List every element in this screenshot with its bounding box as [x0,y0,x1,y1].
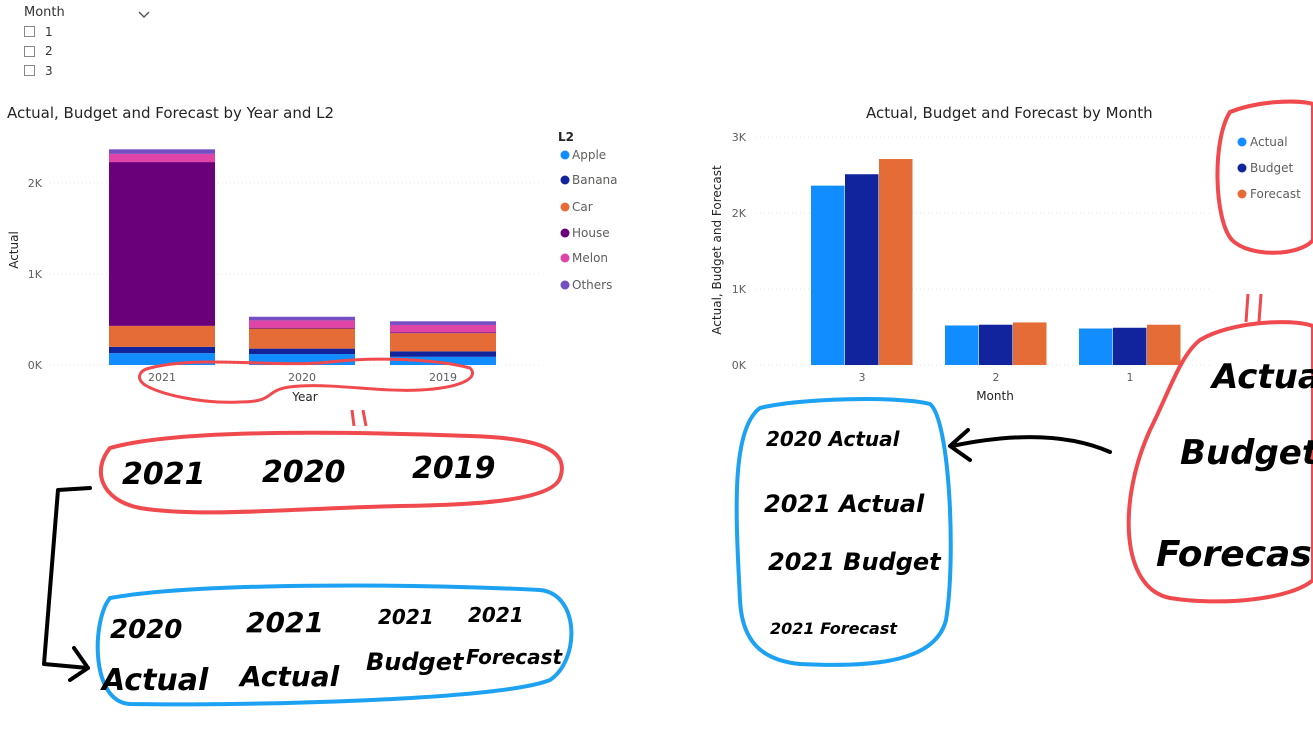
bar-segment-others [249,316,355,321]
x-tick-label: 1 [1127,371,1134,384]
hw-month-target: 2021 Budget [768,548,942,576]
bar-actual [1079,328,1113,365]
bar-segment-banana [390,351,496,357]
slicer-option-label: 1 [45,24,53,39]
bar-segment-car [390,333,496,352]
y-tick-label: 1K [732,283,747,296]
bar-budget [979,324,1013,365]
bar-segment-house [109,162,215,326]
y-tick-label: 0K [28,359,43,372]
hw-month-target: 2021 Actual [764,490,925,518]
legend-marker [560,280,570,290]
month-slicer: Month 1 2 3 [24,4,154,81]
bar-budget [1113,327,1147,365]
legend-marker [560,253,570,263]
clustered-bar-chart-by-month: 0K 1K 2K 3K Actual, Budget and Forecast 3 2 1 Mo… [710,131,1301,403]
bar-segment-melon [249,320,355,328]
legend-marker [560,202,570,212]
legend-entry: Melon [572,251,608,265]
bar-segment-others [109,149,215,154]
hw-target-year: 2021 [246,606,324,639]
slicer-option-1[interactable]: 1 [24,22,154,42]
bar-forecast [879,159,913,365]
hw-target-label: Actual [238,660,340,693]
bar-forecast [1013,322,1047,365]
slicer-option-3[interactable]: 3 [24,61,154,81]
checkbox[interactable] [24,65,35,77]
y-tick-label: 2K [732,207,747,220]
hw-target-year: 2021 [468,603,524,627]
bar-segment-melon [109,153,215,163]
hw-target-year: 2020 [110,615,182,645]
legend-entry: Apple [572,148,606,162]
slicer-title: Month [24,5,65,20]
red-circle-handwritten-years [98,430,564,515]
legend-entry: Budget [1250,161,1293,175]
bar-segment-house [249,327,355,329]
legend-entry: House [572,226,610,240]
left-chart-title: Actual, Budget and Forecast by Year and … [7,104,335,122]
hw-measure-forecast: Forecast [1156,534,1313,575]
bar-segment-melon [390,324,496,333]
legend-entry: Forecast [1250,187,1301,201]
hw-month-target: 2020 Actual [766,427,901,451]
hw-year-2021: 2021 [122,457,206,492]
hw-target-year: 2021 [378,605,434,629]
legend-entry: Banana [572,173,618,187]
bar-segment-banana [109,346,215,354]
y-tick-label: 1K [28,268,43,281]
x-axis-label: Month [976,389,1014,403]
black-arrow-right [948,428,1112,462]
bar-segment-others [390,321,496,325]
bar-segment-car [109,325,215,347]
legend-marker [560,150,570,160]
bar-actual [945,325,979,365]
bar-forecast [1147,324,1181,365]
checkbox[interactable] [24,45,35,57]
y-axis-label: Actual [7,231,21,269]
bar-budget [845,174,879,365]
hw-month-target: 2021 Forecast [770,619,898,638]
legend-entry: Actual [1250,135,1288,149]
chevron-down-icon[interactable] [136,6,152,22]
bar-segment-house [390,332,496,334]
legend-title: L2 [558,130,574,144]
hw-target-label: Forecast [466,645,564,669]
legend-marker [1237,137,1247,147]
legend-entry: Others [572,278,612,292]
legend-marker [560,175,570,185]
blue-circle-month-targets [734,397,953,667]
blue-circle-year-targets [95,583,574,707]
legend-marker [560,228,570,238]
hw-target-label: Actual [100,663,209,698]
bar-segment-banana [249,348,355,355]
checkbox[interactable] [24,26,35,38]
legend-marker [1237,163,1247,173]
slicer-option-label: 2 [45,44,53,59]
x-tick-label: 3 [859,371,866,384]
hw-year-2020: 2020 [262,455,346,490]
bar-actual [811,185,845,365]
legend-marker [1237,189,1247,199]
y-tick-label: 3K [732,131,747,144]
bar-segment-car [249,328,355,349]
hw-year-2019: 2019 [412,451,496,486]
y-tick-label: 0K [732,359,747,372]
right-chart-title: Actual, Budget and Forecast by Month [866,104,1153,122]
y-axis-label: Actual, Budget and Forecast [710,165,724,335]
black-arrow-left [42,486,92,682]
x-tick-label: 2 [993,371,1000,384]
slicer-option-label: 3 [45,63,53,78]
hw-measure-budget: Budget [1180,433,1313,473]
slicer-option-2[interactable]: 2 [24,42,154,62]
hw-target-label: Budget [366,648,465,676]
y-tick-label: 2K [28,177,43,190]
legend-entry: Car [572,200,593,214]
